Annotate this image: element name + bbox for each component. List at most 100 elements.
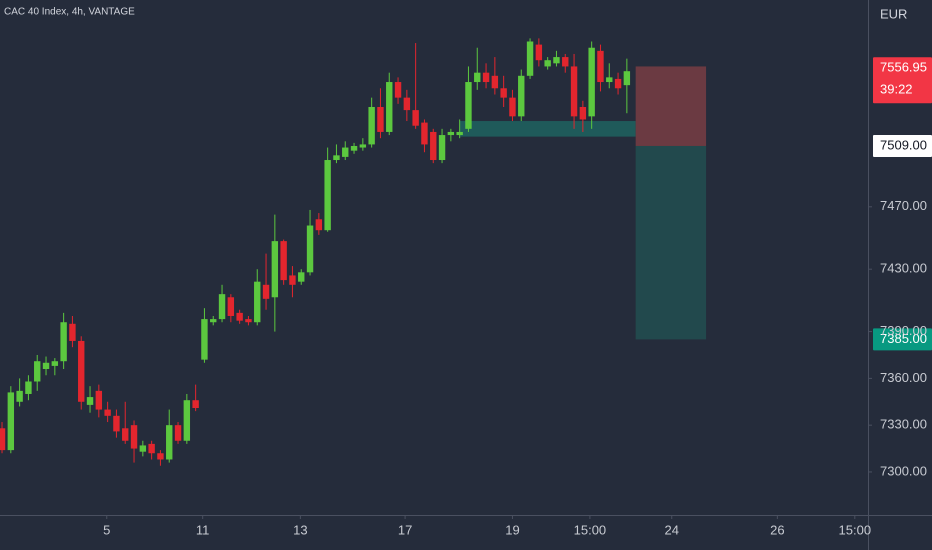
candle-body	[271, 241, 279, 298]
candle-body	[588, 47, 595, 117]
candle-body	[262, 284, 270, 299]
candle-body	[86, 397, 94, 405]
candle-body	[174, 425, 182, 441]
x-tick-label: 19	[505, 522, 519, 537]
candle-body	[25, 381, 32, 394]
candle-body	[606, 77, 613, 83]
candle-body	[122, 428, 129, 441]
candle-body	[394, 82, 402, 98]
candle-body	[139, 445, 147, 452]
price-label: 7385.00	[880, 331, 927, 346]
candle-body	[474, 72, 481, 83]
candle-body	[113, 415, 120, 432]
candle-body	[78, 340, 85, 402]
candle-body	[350, 145, 358, 151]
price-label: 7509.00	[880, 137, 927, 152]
candle-body	[192, 400, 199, 409]
candle-body	[69, 323, 76, 341]
y-tick-label: 7300.00	[880, 463, 927, 478]
candle-body	[34, 361, 41, 382]
candle-body	[368, 106, 375, 145]
candle-body	[526, 41, 534, 76]
candle-body	[7, 392, 15, 451]
candle-body	[403, 97, 411, 111]
candle-body	[570, 66, 578, 117]
x-tick-label: 17	[398, 522, 412, 537]
candle-body	[465, 82, 472, 129]
price-label-box	[873, 328, 932, 351]
candle-body	[148, 443, 155, 454]
candle-body	[51, 361, 59, 366]
candle-body	[298, 272, 305, 282]
candle-body	[130, 425, 138, 449]
candle-body	[623, 71, 631, 86]
candle-body	[500, 88, 507, 98]
candle-body	[421, 122, 428, 145]
candle-body	[218, 294, 226, 320]
candle-body	[315, 219, 323, 231]
candle-body	[306, 225, 314, 273]
candle-body	[342, 147, 349, 157]
candle-body	[535, 44, 543, 61]
x-tick-label: 24	[665, 522, 679, 537]
candle-body	[289, 275, 296, 285]
currency: EUR	[880, 6, 907, 21]
candle-body	[597, 50, 604, 83]
zone	[459, 121, 636, 137]
y-tick-label: 7390.00	[880, 323, 927, 338]
candle-body	[359, 144, 367, 148]
price-label: 7556.95	[880, 60, 927, 75]
candle-body	[324, 160, 331, 231]
candle-body	[166, 425, 173, 460]
candle-body	[544, 60, 551, 67]
candle-body	[491, 75, 499, 89]
candle-body	[42, 362, 50, 370]
stop-zone	[635, 66, 707, 146]
candle-body	[386, 82, 393, 132]
candle-body	[377, 106, 384, 132]
price-labels: 7556.95 39:22 7509.00 7385.00	[873, 57, 932, 351]
candle-body	[553, 57, 560, 64]
x-tick-label: 5	[103, 522, 110, 537]
candle-body	[333, 155, 340, 161]
candle-body	[456, 131, 463, 136]
y-tick-label: 7330.00	[880, 417, 927, 432]
countdown: 39:22	[880, 82, 913, 97]
candle-body	[183, 400, 191, 441]
candle-body	[280, 241, 287, 281]
candle-body	[104, 409, 111, 416]
price-label-box	[873, 57, 932, 104]
candle-body	[236, 312, 243, 321]
candle-body	[16, 390, 23, 402]
x-tick-label: 15:00	[839, 522, 872, 537]
candle-body	[562, 57, 569, 67]
plot	[0, 38, 707, 466]
x-tick-label: 13	[293, 522, 307, 537]
y-tick-label: 7470.00	[880, 198, 927, 213]
candle-body	[210, 319, 217, 323]
candle-body	[412, 110, 419, 126]
x-tick-label: 15:00	[574, 522, 607, 537]
candle-body	[482, 72, 490, 83]
candle-body	[245, 319, 252, 323]
y-tick-label: 7360.00	[880, 370, 927, 385]
x-tick-label: 11	[196, 522, 210, 537]
price-label-box	[873, 134, 932, 157]
candle-body	[438, 135, 446, 161]
chart-title: CAC 40 Index, 4h, VANTAGE	[4, 7, 135, 18]
candle-body	[509, 97, 516, 117]
candle-body	[95, 390, 103, 410]
candle-body	[201, 319, 208, 360]
candle-body	[157, 453, 164, 460]
x-tick-label: 26	[770, 522, 784, 537]
candle-body	[447, 131, 455, 136]
candle-body	[227, 297, 235, 316]
candle-body	[60, 322, 67, 362]
target-zone	[635, 145, 707, 340]
candle-body	[0, 428, 6, 451]
candle-body	[614, 78, 622, 89]
candle-body	[518, 75, 525, 117]
y-tick-label: 7430.00	[880, 261, 927, 276]
